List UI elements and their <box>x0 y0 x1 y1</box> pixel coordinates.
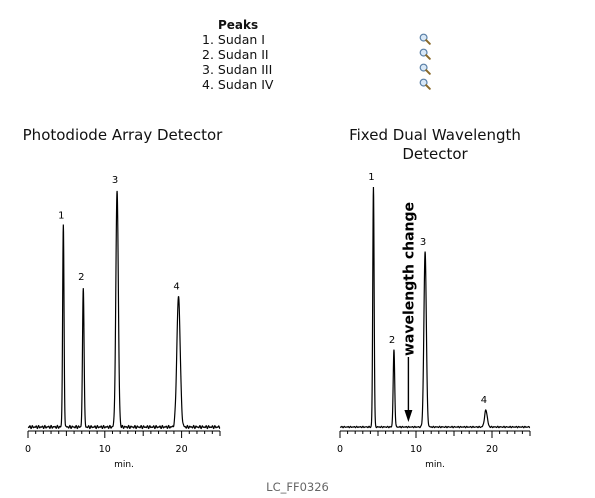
chart-title-fixed-dual: Fixed Dual Wavelength Detector <box>349 126 521 163</box>
peak-label: 2 <box>389 335 395 346</box>
peak-label: 3 <box>420 237 426 248</box>
peak-legend-item: 4. Sudan IV <box>196 77 456 92</box>
peak-legend-item: 3. Sudan III <box>196 62 456 77</box>
peak-legend-item: 1. Sudan I <box>196 32 456 47</box>
peak-label: 3 <box>112 175 118 186</box>
peak-label: 2 <box>78 272 84 283</box>
x-tick-label: 0 <box>337 444 343 455</box>
peak-name: 3. Sudan III <box>202 62 273 77</box>
peak-label: 4 <box>481 395 487 406</box>
annotation-arrow-head <box>404 410 413 422</box>
chart-title-photodiode: Photodiode Array Detector <box>22 126 223 144</box>
x-tick-label: 0 <box>25 444 31 455</box>
x-axis-label: min. <box>114 460 134 470</box>
peak-label: 4 <box>173 282 179 293</box>
peak-label: 1 <box>368 172 374 183</box>
chromatogram-trace <box>27 190 221 430</box>
peak-list: 1. Sudan I 2. Sudan II 3. Sudan III 4. Suda… <box>196 32 456 92</box>
x-tick-label: 20 <box>486 444 498 455</box>
figure-code: LC_FF0326 <box>266 480 329 494</box>
wavelength-change-annotation: wavelength change <box>401 202 417 356</box>
x-tick-label: 20 <box>176 444 188 455</box>
peak-name: 4. Sudan IV <box>202 77 274 92</box>
magnifier-icon[interactable] <box>419 48 431 60</box>
magnifier-icon[interactable] <box>419 33 431 45</box>
magnifier-icon[interactable] <box>419 78 431 90</box>
peak-name: 2. Sudan II <box>202 47 269 62</box>
x-tick-label: 10 <box>410 444 422 455</box>
x-axis-label: min. <box>425 460 445 470</box>
magnifier-icon[interactable] <box>419 63 431 75</box>
x-tick-label: 10 <box>99 444 111 455</box>
peak-legend-item: 2. Sudan II <box>196 47 456 62</box>
chromatogram-trace <box>339 187 531 429</box>
peaks-title: Peaks <box>218 18 259 32</box>
peak-label: 1 <box>58 211 64 222</box>
peak-name: 1. Sudan I <box>202 32 265 47</box>
